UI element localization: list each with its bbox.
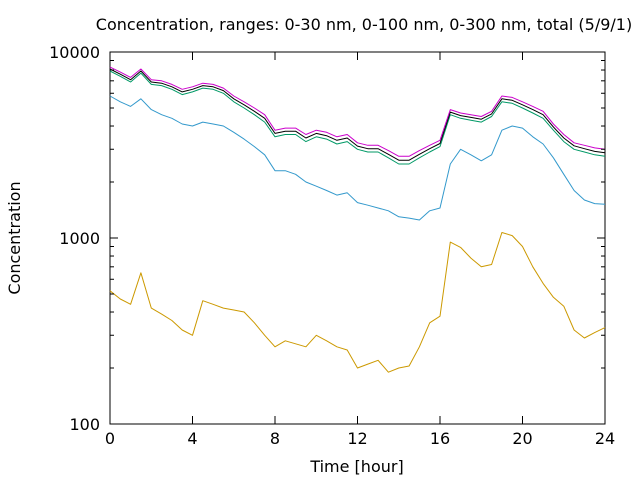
x-tick-label: 4 <box>187 429 197 448</box>
chart-title: Concentration, ranges: 0-30 nm, 0-100 nm… <box>96 15 632 34</box>
ticks-layer: 0 4 8 12 16 20 24 100 1000 10000 <box>49 43 615 448</box>
series-layer <box>109 66 606 373</box>
series-line-3 <box>109 70 606 165</box>
x-tick-label: 12 <box>347 429 367 448</box>
x-tick-label: 0 <box>105 429 115 448</box>
x-tick-label: 24 <box>595 429 615 448</box>
y-tick-label: 1000 <box>59 229 100 248</box>
y-tick-label: 100 <box>69 415 100 434</box>
y-tick-label: 10000 <box>49 43 100 62</box>
x-tick-label: 8 <box>270 429 280 448</box>
series-line-1 <box>109 232 606 373</box>
x-tick-label: 16 <box>430 429 450 448</box>
x-axis-label: Time [hour] <box>309 457 403 476</box>
y-axis-label: Concentration <box>5 181 24 294</box>
series-line-2 <box>109 95 606 221</box>
series-line-5 <box>109 66 606 157</box>
x-tick-label: 20 <box>512 429 532 448</box>
series-line-4 <box>109 68 606 161</box>
